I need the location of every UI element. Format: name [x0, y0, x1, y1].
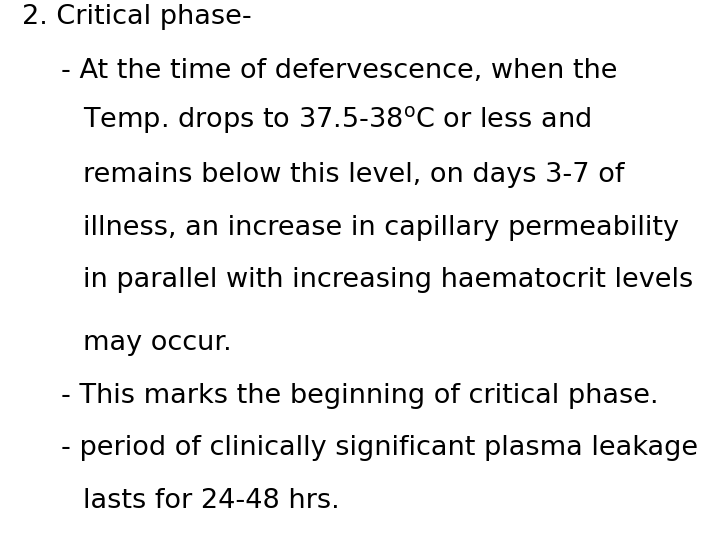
Text: may occur.: may occur.: [83, 330, 231, 356]
Text: in parallel with increasing haematocrit levels: in parallel with increasing haematocrit …: [83, 267, 693, 293]
Text: illness, an increase in capillary permeability: illness, an increase in capillary permea…: [83, 215, 679, 241]
Text: 2. Critical phase-: 2. Critical phase-: [22, 4, 251, 30]
Text: - At the time of defervescence, when the: - At the time of defervescence, when the: [61, 58, 618, 84]
Text: - period of clinically significant plasma leakage: - period of clinically significant plasm…: [61, 435, 698, 461]
Text: Temp. drops to 37.5-38$^{\mathrm{o}}$C or less and: Temp. drops to 37.5-38$^{\mathrm{o}}$C o…: [83, 104, 591, 136]
Text: remains below this level, on days 3-7 of: remains below this level, on days 3-7 of: [83, 163, 624, 188]
Text: - This marks the beginning of critical phase.: - This marks the beginning of critical p…: [61, 383, 659, 409]
Text: lasts for 24-48 hrs.: lasts for 24-48 hrs.: [83, 488, 339, 514]
